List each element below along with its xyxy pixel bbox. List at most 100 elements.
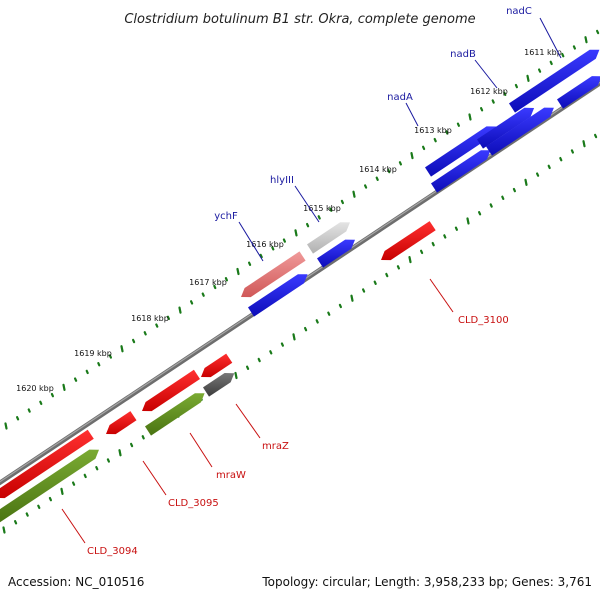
inner-tick-mark [130, 442, 134, 448]
label-leader-line [474, 59, 498, 89]
label-leader-line [142, 460, 167, 496]
inner-tick-mark [454, 226, 458, 231]
gene-other-arrow [307, 222, 350, 254]
label-leader-line [294, 185, 320, 223]
outer-tick-ring [4, 29, 600, 430]
outer-tick-mark [224, 277, 228, 282]
inner-tick-mark [559, 156, 563, 162]
tick-label: 1612 kbp [470, 87, 508, 96]
accession-text: Accession: NC_010516 [8, 575, 144, 589]
tick-label: 1614 kbp [359, 165, 397, 174]
gene-nadA-arrow [431, 150, 491, 193]
label-leader-line [61, 508, 86, 544]
outer-tick-mark [572, 45, 577, 50]
gene-label-CLD_3094: CLD_3094 [87, 546, 138, 557]
outer-tick-mark [422, 145, 426, 151]
inner-tick-mark [327, 311, 331, 316]
inner-tick-ring [2, 133, 598, 534]
gene-rna-arrow [241, 251, 306, 298]
gene-CLD_3095-arrow [106, 411, 137, 435]
inner-tick-mark [292, 333, 296, 341]
inner-tick-mark [14, 520, 18, 525]
gene-label-nadB: nadB [450, 49, 476, 60]
map-title: Clostridium botulinum B1 str. Okra, comp… [124, 12, 475, 27]
gene-label-ychF: ychF [214, 211, 238, 222]
outer-tick-mark [364, 184, 368, 189]
inner-tick-mark [478, 211, 482, 216]
inner-tick-mark [338, 303, 342, 309]
gene-label-mraW: mraW [216, 470, 246, 481]
gene-nadA-arrow-2 [486, 107, 554, 156]
inner-tick-mark [408, 256, 412, 264]
outer-tick-mark [62, 383, 66, 391]
outer-tick-mark [329, 207, 333, 212]
gene-label-nadA: nadA [387, 92, 413, 103]
gene-label-hlyIII: hlyIII [270, 175, 294, 186]
gene-dark-arrow [203, 373, 235, 397]
outer-tick-mark [491, 99, 495, 104]
outer-tick-mark [480, 107, 484, 112]
gene-ychF-arrow [248, 274, 308, 317]
outer-tick-mark [97, 361, 101, 367]
gene-label-CLD_3100: CLD_3100 [458, 315, 509, 326]
label-leader-line [429, 278, 454, 313]
tick-label: 1617 kbp [189, 278, 227, 287]
tick-label: 1613 kbp [414, 126, 452, 135]
inner-tick-mark [83, 473, 87, 479]
outer-tick-mark [514, 83, 519, 89]
outer-tick-mark [433, 137, 437, 143]
inner-tick-mark [535, 172, 540, 177]
outer-tick-mark [282, 238, 286, 243]
outer-tick-mark [352, 190, 356, 198]
inner-tick-mark [106, 458, 111, 463]
gene-features [0, 49, 600, 523]
inner-tick-mark [257, 357, 261, 363]
outer-tick-mark [27, 408, 31, 413]
inner-tick-mark [547, 164, 551, 170]
tick-label: 1619 kbp [74, 349, 112, 358]
outer-tick-mark [178, 306, 182, 314]
outer-tick-mark [120, 345, 124, 353]
inner-tick-mark [373, 280, 377, 285]
tick-label: 1620 kbp [16, 384, 54, 393]
outer-tick-mark [248, 261, 252, 266]
outer-tick-mark [259, 253, 263, 259]
inner-tick-mark [246, 365, 250, 370]
tick-label: 1615 kbp [303, 204, 341, 213]
inner-tick-mark [443, 234, 447, 239]
inner-tick-mark [234, 371, 238, 380]
outer-tick-mark [201, 292, 205, 297]
outer-tick-mark [445, 130, 449, 135]
outer-tick-mark [190, 300, 194, 305]
gene-mraW-green-arrow [145, 393, 205, 436]
tick-label: 1611 kbp [524, 48, 562, 57]
inner-tick-mark [362, 288, 366, 293]
gene-label-CLD_3095: CLD_3095 [168, 498, 219, 509]
gene-hlyIII-arrow [317, 239, 355, 268]
tick-labels: 1611 kbp 1612 kbp 1613 kbp 1614 kbp 1615 kbp… [16, 48, 562, 393]
gene-fwd-right-arrow [557, 76, 600, 109]
outer-tick-mark [73, 377, 78, 382]
outer-tick-mark [155, 323, 159, 328]
inner-tick-mark [118, 449, 122, 457]
inner-tick-mark [501, 195, 505, 200]
gene-mraW-arrow [142, 369, 200, 412]
inner-tick-mark [280, 342, 284, 347]
outer-tick-mark [410, 152, 414, 160]
outer-tick-mark [456, 122, 460, 127]
outer-tick-mark [108, 354, 113, 359]
gene-label-mraZ: mraZ [262, 441, 289, 452]
gene-labels: nadC nadB nadA hlyIII ychF CLD_3100 mraZ mraW CL… [61, 6, 562, 557]
inner-tick-mark [304, 326, 308, 332]
outer-tick-mark [537, 68, 542, 73]
outer-tick-mark [166, 315, 170, 321]
inner-tick-mark [25, 512, 29, 517]
outer-tick-mark [387, 168, 391, 174]
inner-tick-mark [269, 350, 273, 355]
inner-tick-mark [466, 217, 470, 225]
inner-tick-mark [489, 203, 493, 208]
inner-tick-mark [512, 187, 517, 193]
outer-tick-mark [132, 338, 136, 344]
inner-tick-mark [95, 465, 99, 471]
